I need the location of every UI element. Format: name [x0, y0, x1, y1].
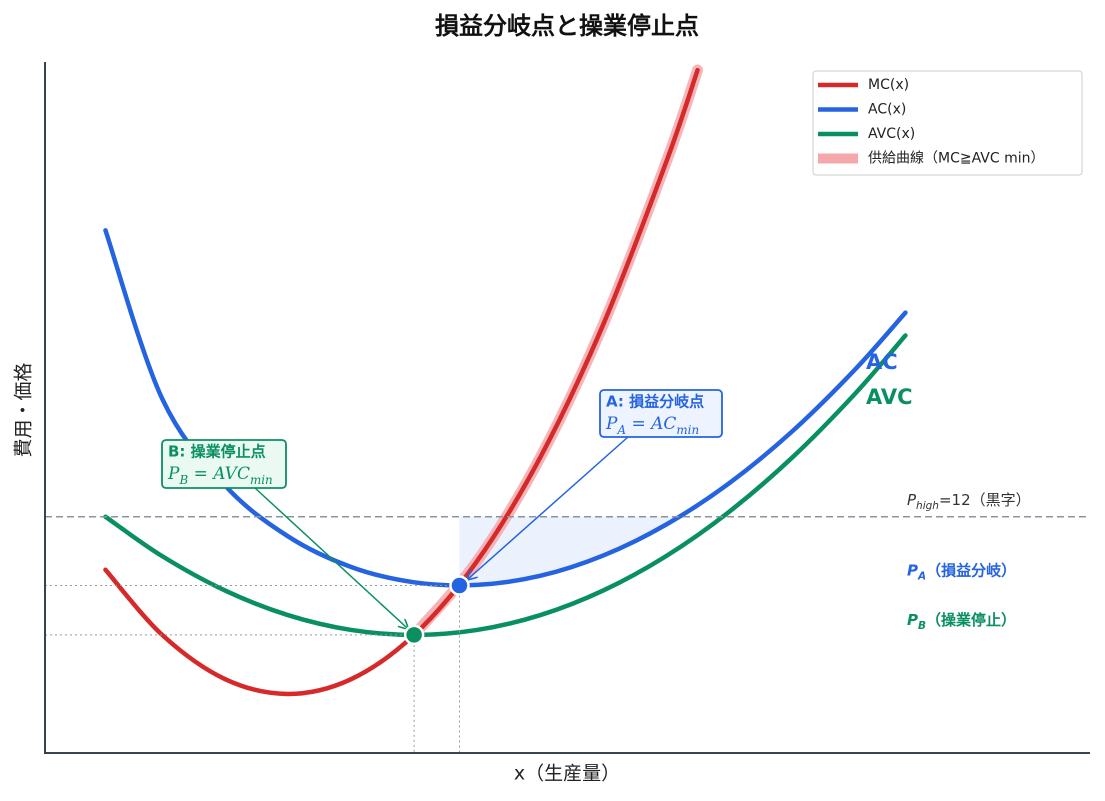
price-label: PB（操業停止） [907, 610, 1016, 632]
annotation-arrow [467, 436, 629, 579]
annotation-formula-part: P [167, 464, 180, 484]
curve-label: AVC [866, 385, 913, 409]
profit-area [459, 516, 679, 586]
annotation-arrow [254, 487, 408, 629]
legend-label: AC(x) [868, 102, 906, 118]
legend-label: AVC(x) [868, 126, 915, 142]
y-axis-label: 費用・価格 [13, 362, 35, 457]
annotation-formula-part: = AVC [188, 464, 250, 484]
annotation-formula-part: B [178, 473, 188, 487]
annotation-formula: PB = AVCmin [167, 464, 273, 488]
legend-box [812, 70, 1083, 176]
chart-title: 損益分岐点と操業停止点 [435, 12, 699, 40]
annotation-formula-part: min [250, 473, 273, 487]
legend-label: 供給曲線（MC≧AVC min） [868, 151, 1044, 167]
annotation-formula: PA = ACmin [605, 414, 699, 438]
annotation-box [161, 439, 287, 489]
annotation-formula-part: = AC [626, 414, 676, 434]
price-label: PA（損益分岐） [907, 561, 1016, 583]
price-line-label-part: =12（黒字） [939, 490, 1031, 508]
legend-label: MC(x) [868, 77, 909, 93]
price-label-part: （損益分岐） [926, 561, 1016, 579]
annotation-formula-part: min [676, 423, 699, 437]
point [403, 624, 425, 646]
price-label-part: （操業停止） [926, 610, 1016, 628]
annotation-title: A: 損益分岐点 [606, 393, 704, 411]
annotation-formula-part: A [616, 423, 626, 437]
price-label-part: P [907, 610, 918, 628]
plot-area [103, 64, 908, 697]
price-label-part: B [918, 620, 926, 632]
annotation-box [599, 389, 723, 438]
annotation-title: B: 操業停止点 [168, 443, 266, 461]
x-axis-label: x（生産量） [514, 763, 620, 785]
price-label-part: A [917, 570, 926, 582]
curve [103, 333, 908, 638]
curve-label: AC [866, 350, 898, 374]
price-line-label-part: P [907, 490, 917, 508]
price-line-label-part: high [916, 500, 939, 512]
curve [103, 67, 700, 697]
price-line-label: Phigh=12（黒字） [907, 490, 1031, 512]
annotation-formula-part: P [605, 414, 618, 434]
point [449, 575, 470, 596]
price-label-part: P [907, 561, 918, 579]
